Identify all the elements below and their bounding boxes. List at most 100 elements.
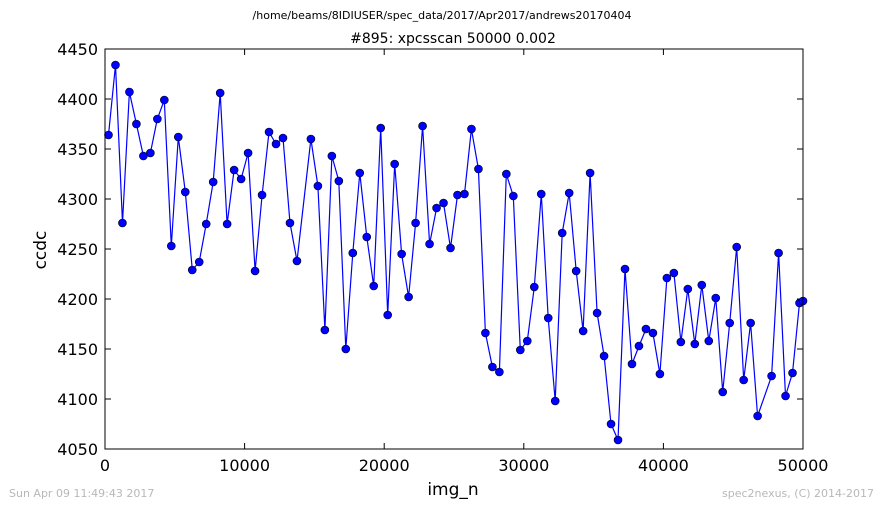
data-point xyxy=(704,336,714,346)
data-point xyxy=(146,148,155,158)
data-point xyxy=(167,241,176,251)
axis-ticks: 0 10000 20000 30000 40000 50000 4050 4100 4150 42… xyxy=(57,40,828,475)
data-point xyxy=(739,375,748,385)
y-tick-label: 4100 xyxy=(57,390,98,409)
data-point xyxy=(509,191,518,201)
data-point xyxy=(746,318,755,328)
y-tick-label: 4450 xyxy=(57,40,98,59)
data-point xyxy=(620,264,630,274)
chart-title: #895: xpcsscan 50000 0.002 xyxy=(350,31,556,47)
data-point xyxy=(529,282,539,292)
data-point xyxy=(334,176,344,186)
data-point xyxy=(160,95,169,105)
data-point xyxy=(132,119,141,129)
data-point xyxy=(767,371,776,381)
data-point xyxy=(488,362,497,372)
data-point xyxy=(208,177,218,187)
data-point xyxy=(173,132,183,142)
data-point xyxy=(599,351,609,361)
data-point xyxy=(348,248,358,258)
data-point xyxy=(376,123,386,133)
data-point xyxy=(215,88,225,98)
data-point xyxy=(648,328,658,338)
data-point xyxy=(418,121,427,131)
footer-timestamp: Sun Apr 09 11:49:43 2017 xyxy=(9,487,155,500)
data-point xyxy=(683,284,693,294)
data-point xyxy=(641,324,651,334)
data-point xyxy=(585,168,595,178)
data-point xyxy=(404,292,413,302)
data-point xyxy=(313,181,323,191)
data-point xyxy=(201,219,211,229)
data-point xyxy=(592,308,602,318)
data-point xyxy=(536,189,546,199)
data-point xyxy=(229,165,239,175)
data-point xyxy=(236,174,246,184)
data-point xyxy=(613,435,623,445)
data-point xyxy=(662,273,672,283)
data-point xyxy=(522,336,532,346)
y-tick-label: 4150 xyxy=(57,340,98,359)
data-point xyxy=(711,293,721,303)
data-point xyxy=(669,268,679,278)
data-point xyxy=(627,359,637,369)
x-tick-label: 40000 xyxy=(638,456,689,475)
chart-suptitle: /home/beams/8IDIUSER/spec_data/2017/Apr2… xyxy=(253,9,632,22)
data-point xyxy=(495,367,504,377)
data-point xyxy=(578,326,588,336)
data-point xyxy=(502,169,511,179)
data-point xyxy=(222,219,232,229)
series-ccdc xyxy=(104,60,808,445)
data-point xyxy=(753,411,762,421)
data-point xyxy=(439,198,448,208)
data-point xyxy=(474,164,483,174)
x-axis-label: img_n xyxy=(427,480,478,500)
data-point xyxy=(285,218,295,228)
y-tick-label: 4350 xyxy=(57,140,98,159)
data-point xyxy=(355,168,365,178)
data-point xyxy=(341,344,351,354)
x-tick-label: 20000 xyxy=(359,456,410,475)
y-tick-label: 4250 xyxy=(57,240,98,259)
data-point xyxy=(543,313,553,323)
data-point xyxy=(292,256,302,266)
data-point xyxy=(634,341,644,351)
data-point xyxy=(257,190,267,200)
data-point xyxy=(606,419,616,429)
data-point xyxy=(243,148,253,158)
series-line xyxy=(107,64,804,441)
data-point xyxy=(676,337,686,347)
data-point xyxy=(153,114,162,124)
data-point xyxy=(655,369,665,379)
x-tick-label: 10000 xyxy=(219,456,270,475)
data-point xyxy=(118,218,127,228)
data-point xyxy=(320,325,330,335)
data-point xyxy=(327,151,337,161)
data-point xyxy=(481,328,490,338)
data-point xyxy=(111,60,120,70)
data-point xyxy=(411,218,420,228)
data-point xyxy=(557,228,567,238)
footer-credit: spec2nexus, (C) 2014-2017 xyxy=(722,487,874,500)
data-point xyxy=(732,242,741,252)
data-point xyxy=(362,232,372,242)
data-point xyxy=(467,124,476,134)
y-axis-label: ccdc xyxy=(31,231,51,270)
data-point xyxy=(104,130,113,140)
y-tick-label: 4400 xyxy=(57,90,98,109)
x-tick-label: 50000 xyxy=(778,456,829,475)
data-point xyxy=(125,87,134,97)
x-tick-label: 30000 xyxy=(498,456,549,475)
data-point xyxy=(278,133,288,143)
data-point xyxy=(774,248,783,258)
data-point xyxy=(697,280,707,290)
x-tick-label: 0 xyxy=(100,456,110,475)
data-point xyxy=(718,387,728,397)
data-point xyxy=(383,310,392,320)
data-point xyxy=(788,368,797,378)
data-point xyxy=(390,159,399,169)
data-point xyxy=(264,127,274,137)
y-tick-label: 4300 xyxy=(57,190,98,209)
data-point xyxy=(432,203,441,213)
